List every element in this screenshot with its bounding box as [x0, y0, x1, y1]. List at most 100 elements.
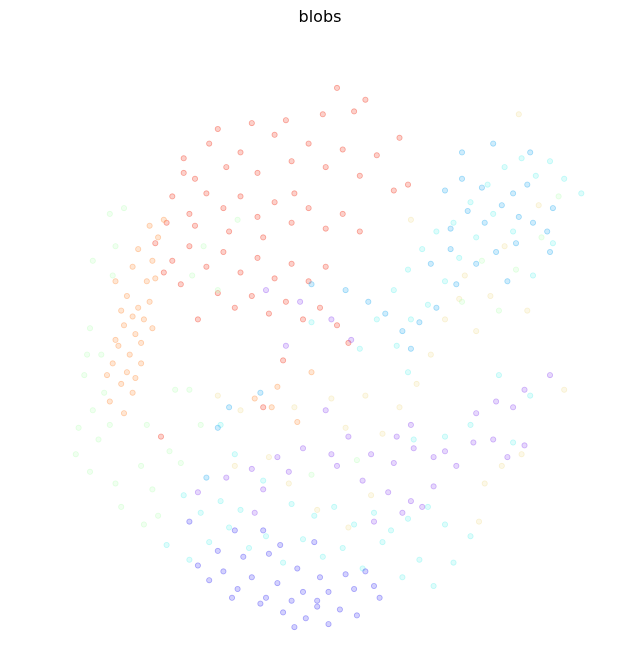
scatter-point [342, 287, 349, 294]
scatter-point [538, 234, 545, 241]
scatter-point [251, 509, 258, 516]
scatter-point [467, 199, 474, 206]
scatter-point [373, 316, 380, 323]
scatter-point [407, 216, 414, 223]
scatter-point [359, 565, 366, 572]
scatter-point [467, 533, 474, 540]
scatter-point [274, 580, 281, 587]
scatter-point [146, 222, 153, 229]
scatter-point [353, 457, 360, 464]
scatter-point [203, 263, 210, 270]
scatter-point [109, 272, 116, 279]
scatter-point [155, 512, 162, 519]
scatter-point [262, 287, 269, 294]
scatter-point [549, 205, 556, 212]
scatter-point [248, 292, 255, 299]
scatter-point [458, 149, 465, 156]
scatter-point [75, 424, 82, 431]
scatter-point [396, 404, 403, 411]
scatter-point [115, 342, 122, 349]
scatter-point [206, 577, 213, 584]
scatter-point [262, 594, 269, 601]
scatter-point [84, 351, 91, 358]
scatter-point [231, 304, 238, 311]
scatter-point [356, 228, 363, 235]
scatter-point [223, 474, 230, 481]
scatter-point [333, 322, 340, 329]
scatter-point [194, 316, 201, 323]
scatter-point [473, 260, 480, 267]
scatter-point [345, 433, 352, 440]
scatter-point [510, 404, 517, 411]
scatter-point [200, 243, 207, 250]
scatter-point [527, 149, 534, 156]
scatter-point [226, 404, 233, 411]
scatter-point [149, 325, 156, 332]
points-layer [72, 84, 585, 631]
scatter-point [316, 304, 323, 311]
scatter-point [220, 568, 227, 575]
scatter-point [342, 424, 349, 431]
scatter-point [325, 621, 332, 628]
scatter-point [407, 421, 414, 428]
scatter-point [143, 278, 150, 285]
scatter-point [240, 553, 247, 560]
scatter-point [475, 518, 482, 525]
scatter-point [549, 240, 556, 247]
scatter-point [353, 612, 360, 619]
scatter-point [351, 586, 358, 593]
scatter-point [467, 421, 474, 428]
scatter-point [223, 164, 230, 171]
scatter-point [177, 281, 184, 288]
scatter-point [513, 240, 520, 247]
scatter-point [458, 298, 465, 305]
scatter-point [345, 339, 352, 346]
scatter-point [473, 410, 480, 417]
scatter-point [180, 169, 187, 176]
scatter-point [274, 383, 281, 390]
scatter-point [473, 234, 480, 241]
scatter-point [532, 172, 539, 179]
scatter-point [359, 477, 366, 484]
scatter-point [237, 269, 244, 276]
scatter-point [288, 500, 295, 507]
scatter-point [302, 615, 309, 622]
scatter-point [578, 190, 585, 197]
scatter-point [314, 597, 321, 604]
scatter-point [450, 559, 457, 566]
scatter-point [129, 389, 136, 396]
scatter-point [319, 553, 326, 560]
scatter-point [217, 421, 224, 428]
scatter-point [339, 545, 346, 552]
scatter-point [427, 260, 434, 267]
scatter-point [280, 609, 287, 616]
scatter-point [129, 263, 136, 270]
scatter-point [456, 295, 463, 302]
scatter-point [172, 386, 179, 393]
scatter-point [470, 439, 477, 446]
scatter-point [228, 594, 235, 601]
scatter-point [322, 164, 329, 171]
scatter-point [322, 263, 329, 270]
series-2 [214, 111, 568, 531]
scatter-point [407, 316, 414, 323]
scatter-point [404, 369, 411, 376]
scatter-point [129, 313, 136, 320]
scatter-point [180, 155, 187, 162]
scatter-point [316, 574, 323, 581]
scatter-point [206, 140, 213, 147]
scatter-point [288, 219, 295, 226]
scatter-point [510, 190, 517, 197]
series-1 [104, 216, 315, 425]
scatter-point [214, 547, 221, 554]
scatter-point [285, 468, 292, 475]
scatter-point [524, 307, 531, 314]
scatter-point [368, 492, 375, 499]
series-7 [186, 518, 383, 631]
scatter-point [521, 386, 528, 393]
scatter-point [231, 451, 238, 458]
scatter-point [305, 278, 312, 285]
scatter-point [112, 278, 119, 285]
scatter-point [123, 369, 130, 376]
scatter-point [291, 404, 298, 411]
